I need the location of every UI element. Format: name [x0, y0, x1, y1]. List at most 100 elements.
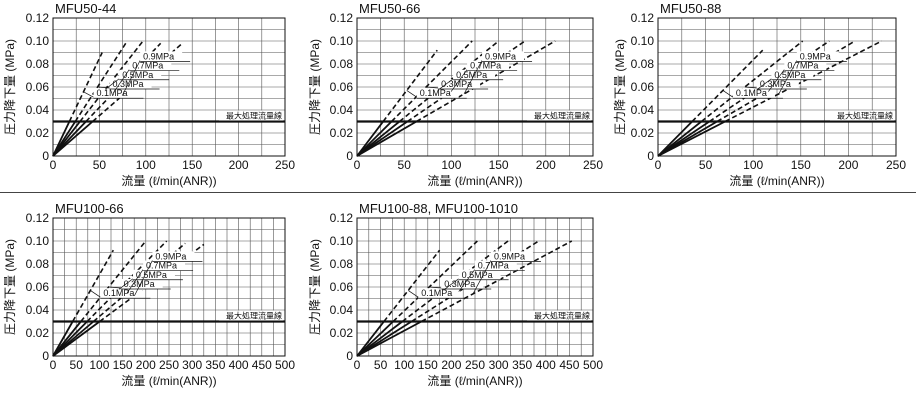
- series-label: 0.7MPa: [146, 261, 177, 271]
- leader-line: [90, 290, 101, 298]
- series-label: 0.9MPa: [143, 51, 174, 61]
- plot-frame: [52, 217, 286, 357]
- series-label-bg: [771, 69, 814, 80]
- chart-title: MFU50-88: [660, 1, 721, 16]
- series-label: 0.1MPa: [96, 88, 127, 98]
- series-line-solid: [52, 320, 101, 357]
- series-label: 0.5MPa: [774, 70, 805, 80]
- plot-frame: [657, 17, 897, 157]
- x-tick-labels: 0 50 100 150 200 250: [655, 158, 907, 172]
- max-flow-label: 最大処理流量線: [226, 111, 282, 121]
- x-tick-label: 50: [374, 358, 388, 372]
- x-tick-label: 250: [583, 158, 603, 172]
- series-label: 0.7MPa: [470, 61, 501, 71]
- y-tick-label: 0.04: [26, 303, 50, 317]
- series-label-bg: [152, 251, 195, 262]
- series-label: 0.5MPa: [122, 70, 153, 80]
- x-tick-label: 200: [838, 158, 858, 172]
- leader-line: [722, 90, 734, 98]
- leader-line: [406, 90, 417, 98]
- series-label: 0.3MPa: [760, 79, 791, 89]
- x-axis-label: 流量 (ℓ/min(ANR)): [121, 374, 216, 388]
- x-tick-label: 450: [252, 358, 272, 372]
- series-label: 0.3MPa: [444, 279, 475, 289]
- series-line-solid: [52, 120, 94, 157]
- x-tick-labels: 0 50 100 150 200 250: [354, 158, 604, 172]
- y-tick-label: 0.10: [330, 234, 354, 248]
- series-label-bg: [756, 78, 799, 89]
- series-line-dashed: [382, 49, 438, 122]
- y-axis-label: 圧力降下量 (MPa): [308, 239, 322, 335]
- x-tick-label: 200: [536, 158, 556, 172]
- chart-svg-1: MFU50-44 0 0.02 0.04 0.06 0.08 0.10 0.12 0 50 100 1…: [3, 1, 295, 188]
- leader-line: [778, 60, 798, 95]
- chart-svg-2: MFU50-66 0 0.02 0.04 0.06 0.08 0.10 0.12 0 50 100 1…: [308, 1, 604, 188]
- y-tick-label: 0.12: [330, 211, 354, 225]
- x-tick-labels: 0 50 100 150 200 250 300 350 400 450 500: [50, 358, 296, 372]
- series-label: 0.1MPa: [736, 88, 767, 98]
- series-label: 0.7MPa: [132, 61, 163, 71]
- divider-line: [0, 192, 916, 193]
- x-tick-label: 100: [743, 158, 763, 172]
- x-tick-label: 150: [113, 358, 133, 372]
- x-tick-label: 500: [583, 358, 603, 372]
- max-flow-label-bg: [527, 110, 591, 121]
- leader-line: [757, 78, 772, 90]
- x-tick-label: 100: [89, 358, 109, 372]
- x-tick-label: 300: [182, 358, 202, 372]
- y-tick-label: 0: [346, 149, 353, 163]
- y-tick-label: 0: [346, 349, 353, 363]
- y-tick-label: 0: [647, 149, 654, 163]
- x-tick-label: 300: [489, 358, 509, 372]
- series-label-bg: [467, 60, 510, 71]
- leader-line: [429, 286, 442, 289]
- series-label-bg: [490, 251, 533, 262]
- x-tick-label: 0: [655, 158, 662, 172]
- y-tick-label: 0.10: [26, 234, 50, 248]
- leader-line: [134, 260, 153, 296]
- series-line-dashed: [416, 40, 556, 123]
- y-tick-label: 0.12: [26, 211, 50, 225]
- series-label: 0.5MPa: [462, 270, 493, 280]
- leader-line: [121, 60, 141, 96]
- series-label: 0.7MPa: [478, 261, 509, 271]
- y-axis-label: 圧力降下量 (MPa): [613, 39, 627, 135]
- chart-panel-1: MFU50-44 0 0.02 0.04 0.06 0.08 0.10 0.12 0 50 100 1…: [0, 0, 300, 192]
- x-tick-label: 200: [441, 358, 461, 372]
- series-label: 0.1MPa: [421, 288, 452, 298]
- series-line-dashed: [724, 40, 883, 123]
- y-tick-labels: 0 0.02 0.04 0.06 0.08 0.10 0.12: [26, 11, 50, 163]
- leader-line: [438, 78, 454, 90]
- y-tick-label: 0.04: [330, 303, 354, 317]
- y-tick-label: 0.12: [330, 11, 354, 25]
- x-tick-label: 350: [205, 358, 225, 372]
- series-label: 0.1MPa: [420, 88, 451, 98]
- series-label: 0.9MPa: [800, 51, 831, 61]
- y-tick-label: 0.06: [330, 280, 354, 294]
- y-tick-labels: 0 0.02 0.04 0.06 0.08 0.10 0.12: [26, 211, 50, 363]
- y-tick-label: 0.06: [26, 280, 50, 294]
- plot-frame: [356, 217, 594, 357]
- series-line-dashed: [700, 40, 804, 123]
- x-tick-label: 100: [441, 158, 461, 172]
- y-tick-label: 0.10: [631, 34, 655, 48]
- x-tick-label: 100: [394, 358, 414, 372]
- series-label-bg: [140, 51, 183, 62]
- y-tick-label: 0: [42, 349, 49, 363]
- y-tick-label: 0.10: [330, 34, 354, 48]
- series-label: 0.1MPa: [103, 288, 134, 298]
- max-flow-label-bg: [219, 310, 283, 321]
- series-line-solid: [52, 321, 74, 357]
- y-tick-label: 0.12: [26, 11, 50, 25]
- leader-line: [112, 69, 130, 94]
- x-axis-label: 流量 (ℓ/min(ANR)): [427, 174, 522, 188]
- y-tick-label: 0.08: [26, 57, 50, 71]
- series-label-bg: [784, 60, 827, 71]
- y-tick-labels: 0 0.02 0.04 0.06 0.08 0.10 0.12: [631, 11, 655, 163]
- y-tick-label: 0.12: [631, 11, 655, 25]
- series-label-bg: [120, 278, 163, 289]
